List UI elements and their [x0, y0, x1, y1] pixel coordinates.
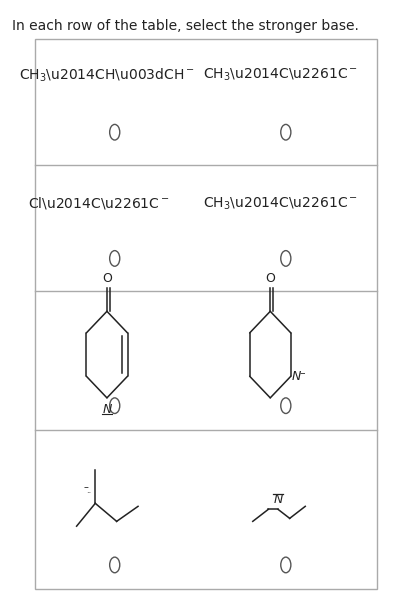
Text: CH$_3$\u2014CH\u003dCH$^-$: CH$_3$\u2014CH\u003dCH$^-$ — [19, 66, 195, 84]
Text: CH$_3$\u2014C\u2261C$^-$: CH$_3$\u2014C\u2261C$^-$ — [202, 66, 357, 82]
Text: N: N — [102, 403, 112, 416]
Bar — [35, 39, 377, 589]
Text: Cl\u2014C\u2261C$^-$: Cl\u2014C\u2261C$^-$ — [28, 195, 170, 212]
Text: O: O — [265, 272, 275, 285]
Text: In each row of the table, select the stronger base.: In each row of the table, select the str… — [12, 19, 359, 33]
Text: ··: ·· — [86, 490, 92, 499]
Text: CH$_3$\u2014C\u2261C$^-$: CH$_3$\u2014C\u2261C$^-$ — [202, 195, 357, 212]
Text: –: – — [84, 483, 88, 493]
Text: O: O — [102, 272, 112, 285]
Text: –: – — [299, 368, 305, 377]
Text: N: N — [274, 493, 283, 506]
Text: N: N — [292, 370, 302, 383]
